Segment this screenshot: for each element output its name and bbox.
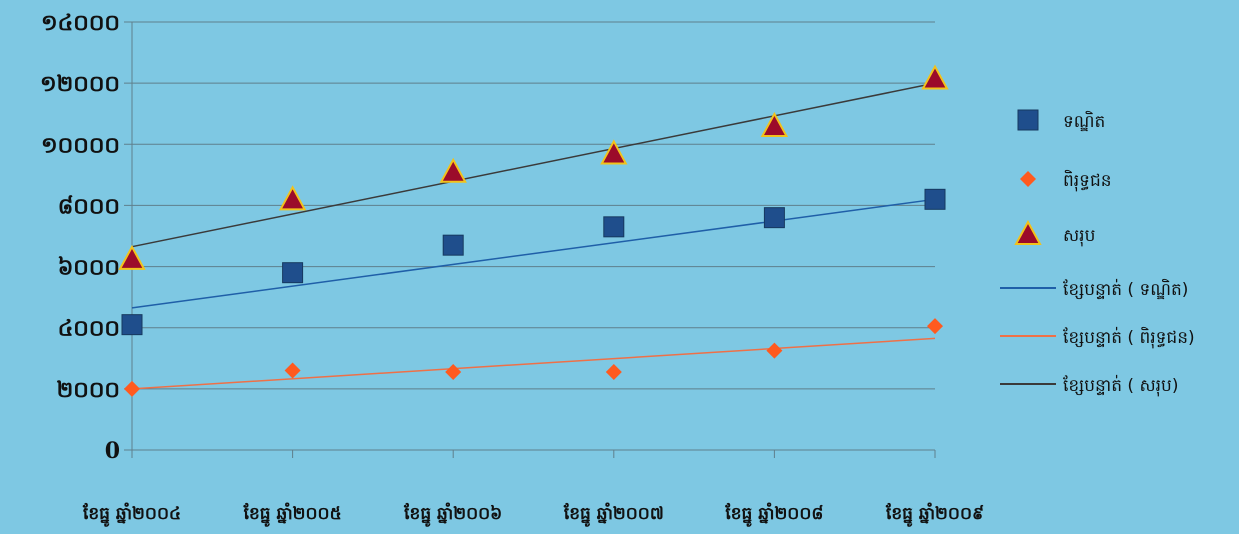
data-point-diamond bbox=[766, 342, 783, 359]
trendline bbox=[131, 198, 936, 309]
legend-label: ពិរុទ្ធជន bbox=[1063, 169, 1112, 192]
data-point-triangle bbox=[1014, 219, 1042, 245]
y-tick-label: 0 bbox=[105, 438, 120, 464]
data-point-square bbox=[442, 234, 464, 256]
data-point-triangle bbox=[118, 244, 146, 270]
legend-label: សរុប bbox=[1063, 226, 1095, 247]
data-point-triangle bbox=[921, 64, 949, 90]
x-tick-label: ខែធ្នូ ឆ្នាំ២០០៤ bbox=[82, 502, 181, 527]
y-tick-label: ៦០០០ bbox=[58, 255, 120, 281]
data-point-diamond bbox=[445, 364, 462, 381]
trendlines bbox=[131, 82, 936, 390]
y-tick-label: ២០០០ bbox=[57, 377, 120, 403]
data-point-diamond bbox=[1020, 171, 1036, 187]
x-tick-label: ខែធ្នូ ឆ្នាំ២០០៨ bbox=[724, 502, 823, 527]
data-point-diamond bbox=[124, 380, 140, 397]
data-point-triangle bbox=[278, 185, 307, 211]
gridlines bbox=[124, 21, 935, 451]
data-point-diamond bbox=[927, 318, 943, 335]
legend-label: ទណ្ឌិត bbox=[1063, 110, 1105, 132]
y-tick-label: ១២០០០ bbox=[40, 71, 120, 97]
legend-label: ខ្សែបន្ទាត់ ( ទណ្ឌិត) bbox=[1063, 278, 1188, 300]
data-point-triangle bbox=[600, 139, 628, 165]
y-tick-label: ៨០០០ bbox=[58, 193, 120, 219]
y-tick-label: ៤០០០ bbox=[58, 316, 120, 342]
data-point-square bbox=[282, 262, 304, 284]
x-tick-label: ខែធ្នូ ឆ្នាំ២០០៩ bbox=[885, 502, 984, 527]
trendline bbox=[131, 337, 936, 390]
data-point-square bbox=[924, 188, 946, 210]
x-tick-label: ខែធ្នូ ឆ្នាំ២០០៦ bbox=[403, 502, 502, 527]
data-point-square bbox=[763, 207, 785, 229]
data-point-square bbox=[1017, 109, 1039, 131]
legend-label: ខ្សែបន្ទាត់ ( សរុប) bbox=[1063, 374, 1178, 397]
y-tick-label: ១៤០០០ bbox=[41, 10, 120, 36]
data-point-triangle bbox=[760, 111, 789, 137]
data-point-diamond bbox=[284, 362, 301, 379]
x-tick-label: ខែធ្នូ ឆ្នាំ២០០៥ bbox=[243, 502, 342, 527]
legend-label: ខ្សែបន្ទាត់ ( ពិរុទ្ធជន) bbox=[1063, 326, 1195, 349]
data-point-square bbox=[121, 314, 143, 336]
trendline bbox=[131, 82, 936, 248]
y-tick-label: ១០០០០ bbox=[41, 132, 120, 158]
data-markers bbox=[118, 64, 949, 397]
x-tick-label: ខែធ្នូ ឆ្នាំ២០០៧ bbox=[563, 502, 664, 527]
data-point-diamond bbox=[605, 364, 622, 381]
data-point-square bbox=[603, 216, 625, 238]
data-point-triangle bbox=[439, 157, 467, 183]
